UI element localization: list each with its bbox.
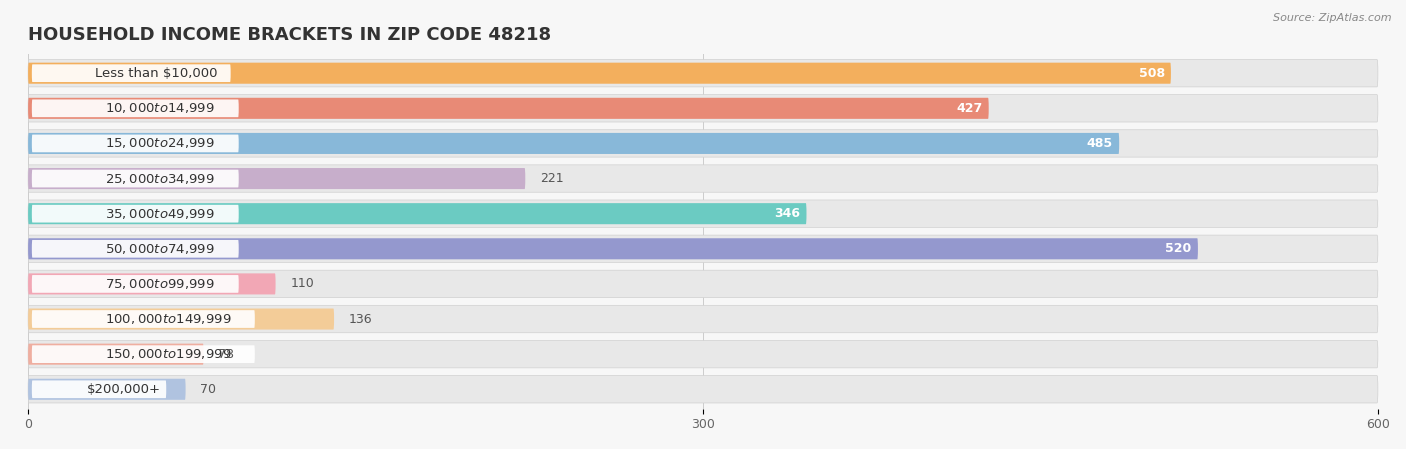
Text: HOUSEHOLD INCOME BRACKETS IN ZIP CODE 48218: HOUSEHOLD INCOME BRACKETS IN ZIP CODE 48…	[28, 26, 551, 44]
FancyBboxPatch shape	[28, 130, 1378, 157]
Text: $35,000 to $49,999: $35,000 to $49,999	[105, 207, 215, 220]
FancyBboxPatch shape	[32, 380, 166, 398]
Text: 508: 508	[1139, 67, 1164, 79]
Text: Less than $10,000: Less than $10,000	[94, 67, 218, 79]
FancyBboxPatch shape	[28, 308, 335, 330]
Text: $10,000 to $14,999: $10,000 to $14,999	[105, 101, 215, 115]
FancyBboxPatch shape	[28, 375, 1378, 403]
Text: 520: 520	[1166, 242, 1192, 255]
Text: 346: 346	[775, 207, 800, 220]
FancyBboxPatch shape	[28, 200, 1378, 227]
Text: 78: 78	[218, 348, 235, 361]
FancyBboxPatch shape	[32, 135, 239, 152]
FancyBboxPatch shape	[28, 133, 1119, 154]
Text: $100,000 to $149,999: $100,000 to $149,999	[105, 312, 232, 326]
FancyBboxPatch shape	[28, 95, 1378, 122]
FancyBboxPatch shape	[28, 168, 526, 189]
FancyBboxPatch shape	[28, 165, 1378, 192]
Text: $150,000 to $199,999: $150,000 to $199,999	[105, 347, 232, 361]
FancyBboxPatch shape	[32, 64, 231, 82]
FancyBboxPatch shape	[28, 379, 186, 400]
Text: 427: 427	[956, 102, 983, 115]
FancyBboxPatch shape	[28, 270, 1378, 298]
FancyBboxPatch shape	[28, 343, 204, 365]
Text: $15,000 to $24,999: $15,000 to $24,999	[105, 136, 215, 150]
FancyBboxPatch shape	[28, 273, 276, 295]
Text: 485: 485	[1087, 137, 1114, 150]
FancyBboxPatch shape	[28, 340, 1378, 368]
FancyBboxPatch shape	[28, 235, 1378, 263]
FancyBboxPatch shape	[28, 60, 1378, 87]
Text: 70: 70	[201, 383, 217, 396]
Text: $200,000+: $200,000+	[87, 383, 160, 396]
FancyBboxPatch shape	[28, 203, 807, 224]
Text: 136: 136	[349, 313, 373, 326]
FancyBboxPatch shape	[32, 345, 254, 363]
Text: $25,000 to $34,999: $25,000 to $34,999	[105, 172, 215, 185]
FancyBboxPatch shape	[32, 240, 239, 258]
FancyBboxPatch shape	[28, 238, 1198, 260]
Text: 110: 110	[291, 277, 314, 291]
FancyBboxPatch shape	[28, 305, 1378, 333]
FancyBboxPatch shape	[32, 100, 239, 117]
FancyBboxPatch shape	[32, 205, 239, 223]
Text: Source: ZipAtlas.com: Source: ZipAtlas.com	[1274, 13, 1392, 23]
Text: $75,000 to $99,999: $75,000 to $99,999	[105, 277, 215, 291]
FancyBboxPatch shape	[32, 170, 239, 187]
FancyBboxPatch shape	[28, 63, 1171, 84]
FancyBboxPatch shape	[32, 275, 239, 293]
Text: 221: 221	[540, 172, 564, 185]
Text: $50,000 to $74,999: $50,000 to $74,999	[105, 242, 215, 256]
FancyBboxPatch shape	[28, 98, 988, 119]
FancyBboxPatch shape	[32, 310, 254, 328]
